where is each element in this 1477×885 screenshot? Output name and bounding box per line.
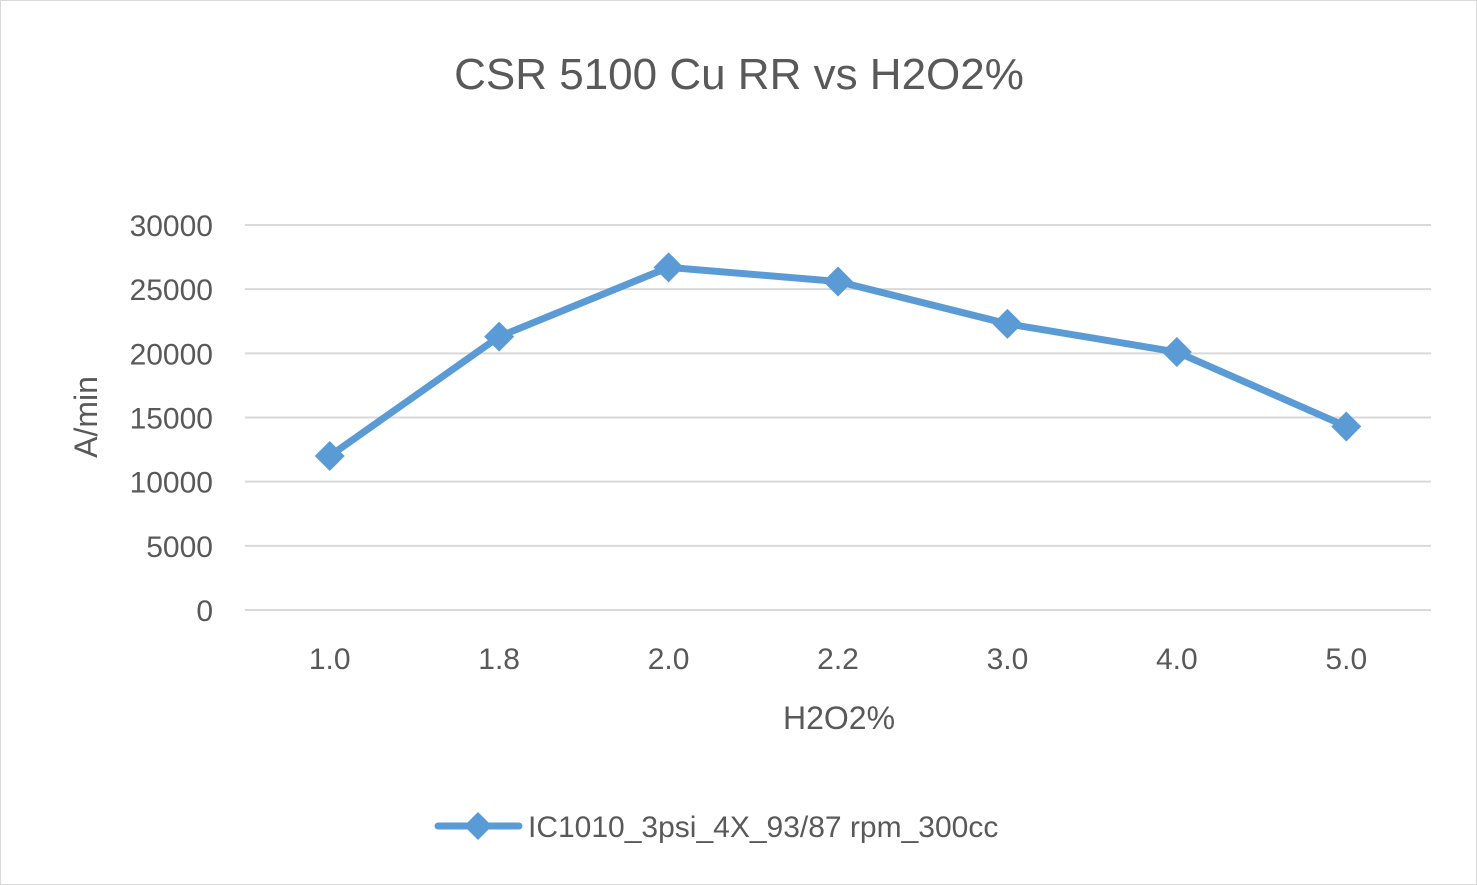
- y-tick-label: 5000: [146, 531, 213, 564]
- legend-label: IC1010_3psi_4X_93/87 rpm_300cc: [528, 811, 998, 844]
- series-layer: [314, 252, 1362, 471]
- data-point-marker[interactable]: [653, 252, 684, 283]
- x-tick-label: 2.0: [648, 643, 690, 676]
- data-point-marker[interactable]: [314, 441, 345, 471]
- x-tick-label: 5.0: [1325, 643, 1367, 676]
- x-tick-label: 1.8: [478, 643, 520, 676]
- x-tick-label: 1.0: [309, 643, 351, 676]
- legend[interactable]: IC1010_3psi_4X_93/87 rpm_300cc: [434, 811, 998, 844]
- data-point-marker[interactable]: [992, 308, 1023, 339]
- x-tick-label: 3.0: [987, 643, 1029, 676]
- x-tick-labels: 1.0 1.8 2.0 2.2 3.0 4.0 5.0: [309, 643, 1367, 676]
- y-tick-label: 0: [196, 595, 213, 628]
- y-tick-label: 10000: [130, 467, 213, 500]
- x-tick-label: 4.0: [1156, 643, 1198, 676]
- y-tick-labels: 0 5000 10000 15000 20000 25000 30000: [130, 210, 213, 628]
- data-point-marker[interactable]: [823, 266, 853, 297]
- y-tick-label: 20000: [130, 338, 213, 371]
- chart-title: CSR 5100 Cu RR vs H2O2%: [454, 50, 1024, 99]
- x-tick-label: 2.2: [817, 643, 859, 676]
- data-point-marker[interactable]: [484, 321, 515, 352]
- y-tick-label: 30000: [130, 210, 213, 243]
- data-point-marker[interactable]: [1161, 337, 1192, 368]
- y-tick-label: 25000: [130, 274, 213, 307]
- x-axis-label: H2O2%: [783, 700, 895, 736]
- y-tick-label: 15000: [130, 403, 213, 436]
- data-point-marker[interactable]: [1331, 411, 1362, 442]
- y-axis-label: A/min: [68, 376, 104, 458]
- legend-diamond-marker: [464, 812, 492, 840]
